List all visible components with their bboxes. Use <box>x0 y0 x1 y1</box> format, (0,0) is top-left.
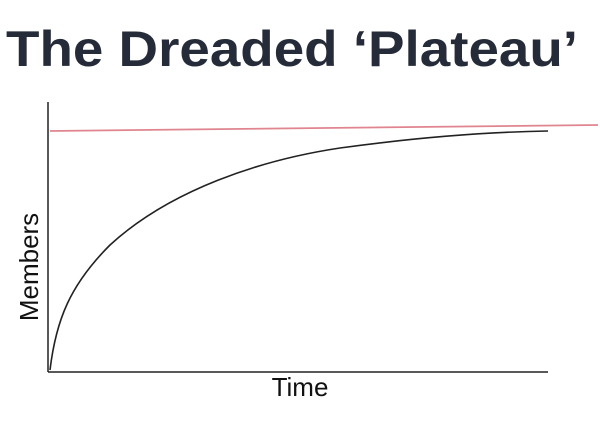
x-axis-label: Time <box>272 372 329 402</box>
growth-curve <box>49 130 549 371</box>
y-axis-label: Members <box>14 213 44 321</box>
plateau-line <box>49 124 599 132</box>
chart-title: The Dreaded ‘Plateau’ <box>6 21 578 77</box>
